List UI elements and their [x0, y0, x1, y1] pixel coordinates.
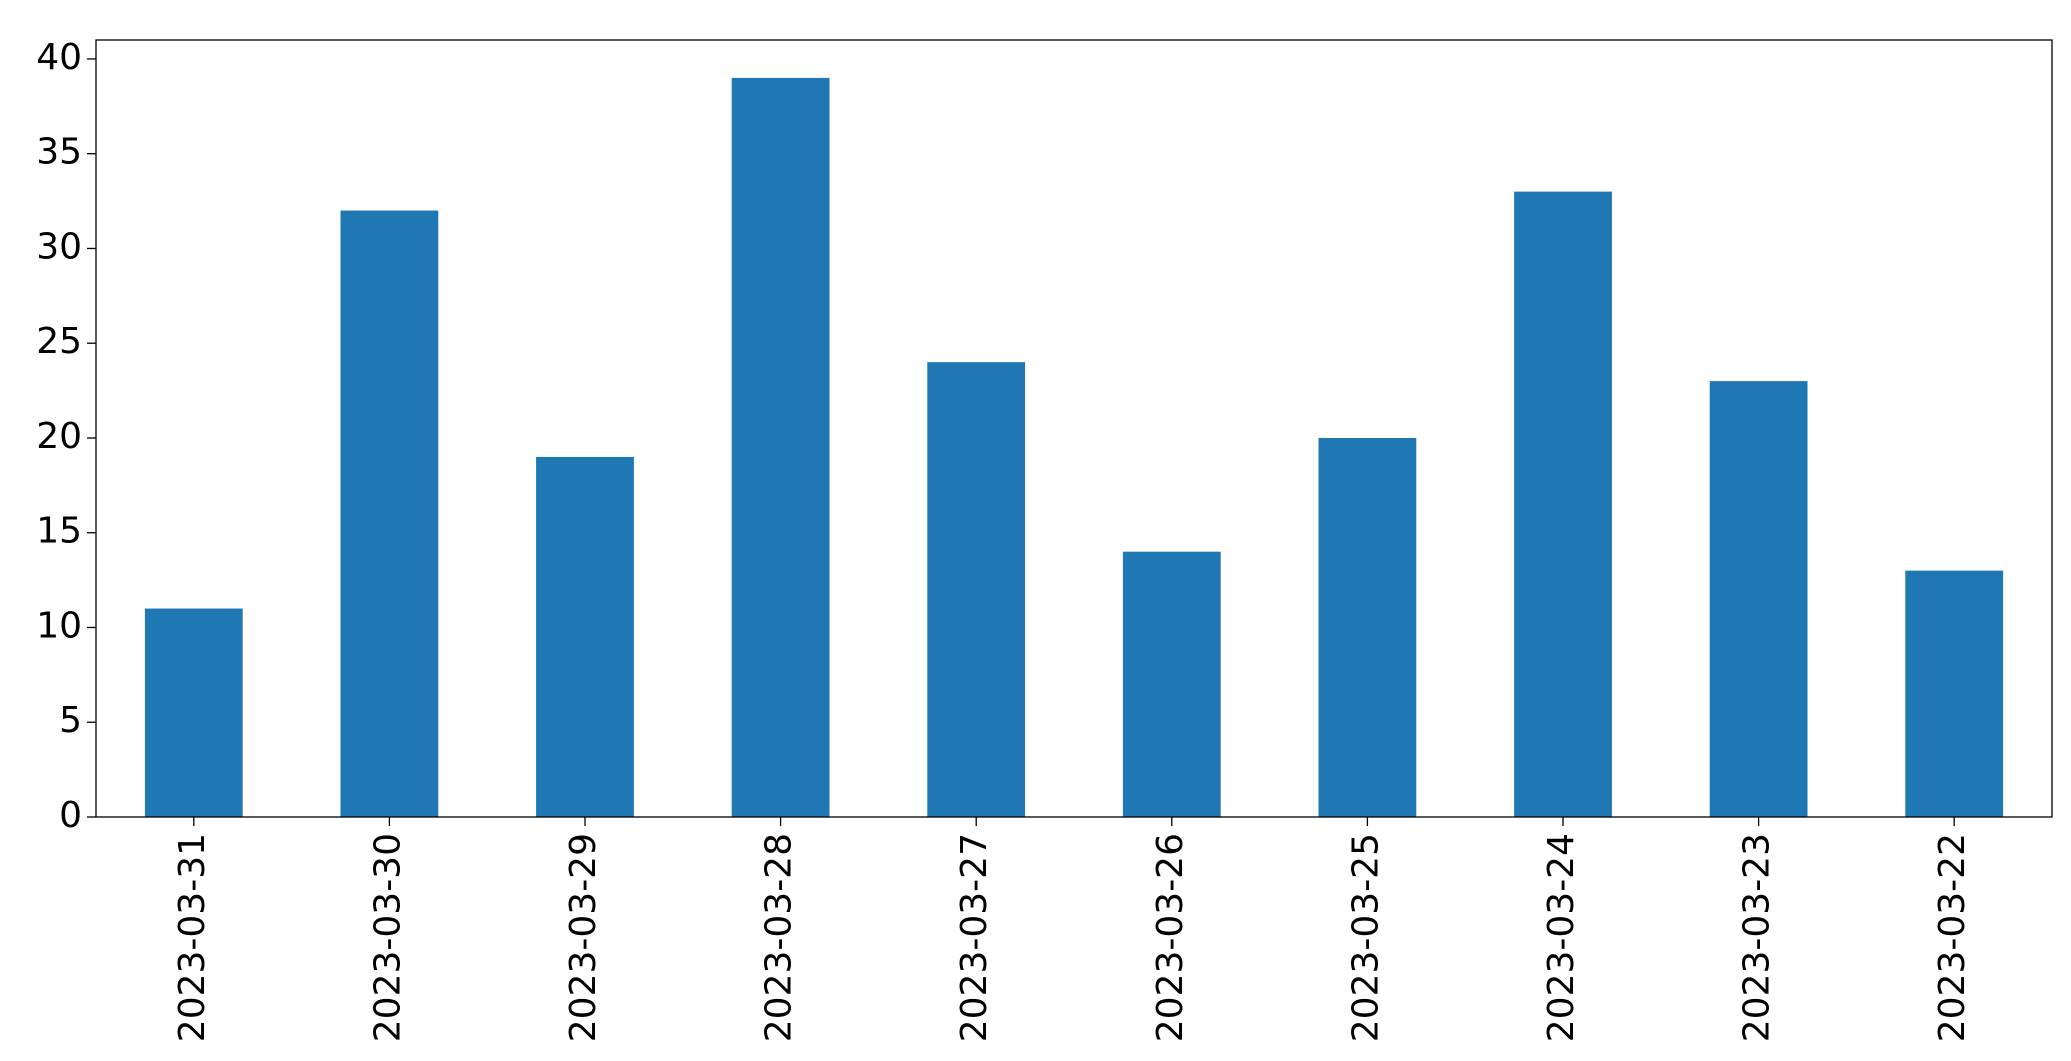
- plot-frame: [95, 39, 2053, 818]
- x-tick-label: 2023-03-28: [759, 833, 800, 1042]
- bar: [927, 362, 1026, 817]
- bar: [536, 456, 634, 817]
- y-tick-label: 5: [59, 700, 82, 741]
- x-tick-label: 2023-03-23: [1737, 833, 1778, 1042]
- y-tick-label: 25: [36, 321, 82, 362]
- x-tick-label: 2023-03-29: [563, 833, 604, 1042]
- x-tick-label: 2023-03-31: [172, 833, 213, 1042]
- x-tick-label: 2023-03-26: [1150, 833, 1191, 1042]
- y-tick-label: 20: [36, 416, 82, 457]
- x-tick-label: 2023-03-25: [1345, 833, 1386, 1042]
- bar: [731, 77, 830, 817]
- x-tick-label: 2023-03-22: [1932, 833, 1973, 1042]
- bar: [1514, 191, 1612, 818]
- bar: [1905, 570, 2004, 817]
- y-tick-label: 15: [36, 511, 82, 552]
- y-tick-label: 40: [36, 37, 82, 78]
- bar: [1318, 437, 1417, 817]
- x-tick-label: 2023-03-24: [1541, 833, 1582, 1042]
- x-tick-label: 2023-03-30: [367, 833, 408, 1042]
- bar: [1122, 551, 1221, 817]
- x-tick-label: 2023-03-27: [954, 833, 995, 1042]
- y-tick-label: 30: [36, 226, 82, 267]
- y-tick-label: 35: [36, 132, 82, 173]
- y-tick-label: 0: [59, 795, 82, 836]
- bar: [340, 210, 439, 817]
- bar: [144, 608, 243, 817]
- bar: [1709, 381, 1808, 817]
- y-tick-label: 10: [36, 605, 82, 646]
